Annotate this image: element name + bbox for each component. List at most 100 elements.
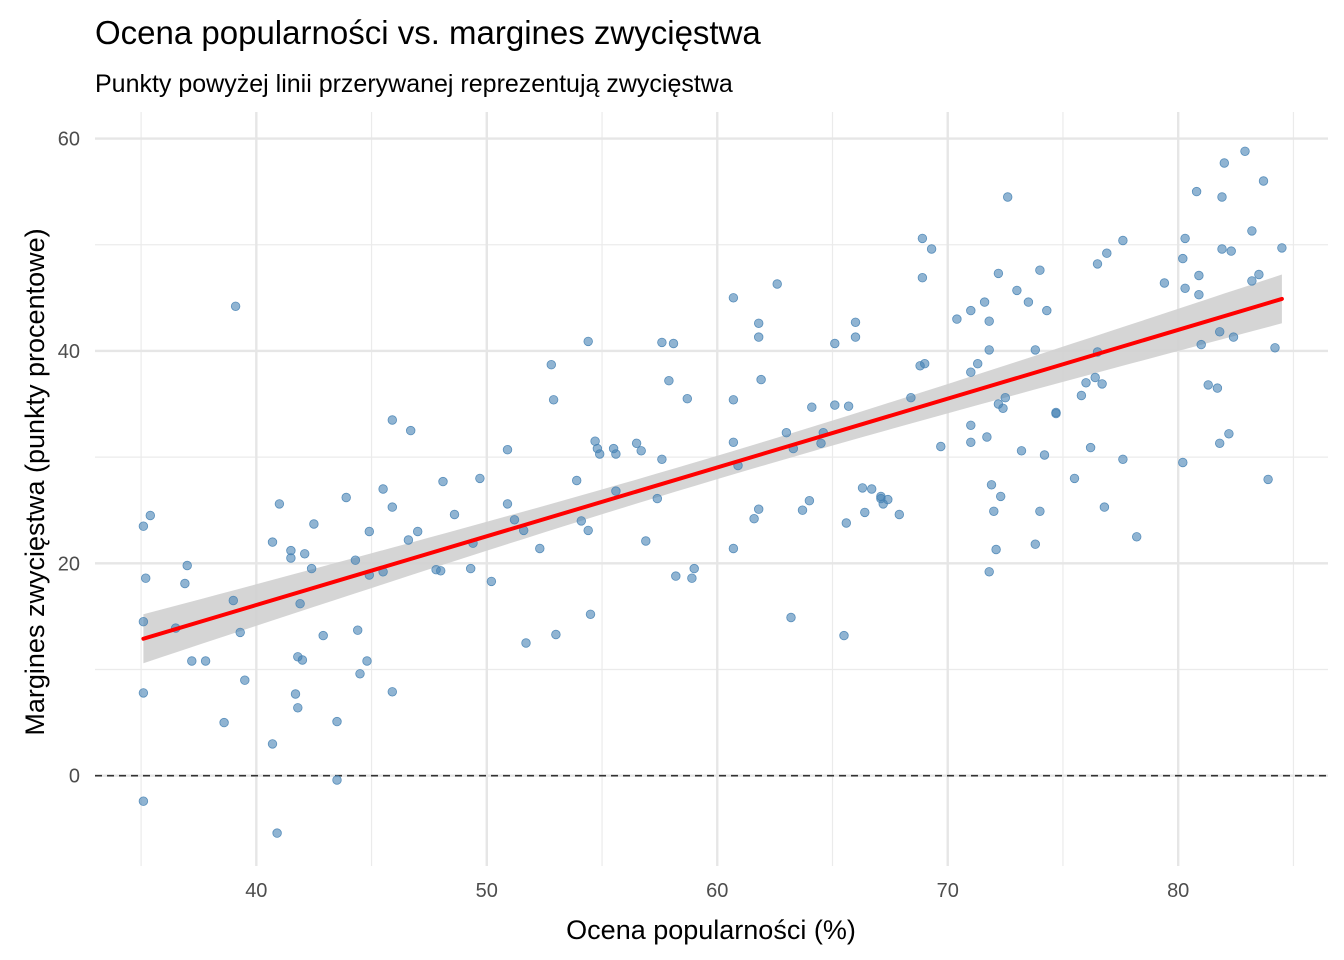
data-point xyxy=(754,504,764,514)
data-point xyxy=(228,595,239,606)
data-point xyxy=(362,656,372,666)
data-point xyxy=(998,403,1008,414)
data-point xyxy=(982,432,992,442)
data-point xyxy=(306,563,317,574)
data-point xyxy=(611,449,621,459)
data-point xyxy=(1270,343,1280,353)
data-point xyxy=(1012,285,1022,296)
data-point xyxy=(989,506,999,517)
data-point xyxy=(984,316,994,326)
data-point xyxy=(816,438,826,449)
y-axis-title: Margines zwycięstwa (punkty procentowe) xyxy=(20,228,50,735)
data-point xyxy=(364,526,375,537)
x-tick-label: 80 xyxy=(1167,880,1189,902)
data-point xyxy=(850,317,861,328)
data-point xyxy=(728,293,739,303)
data-point xyxy=(867,484,877,494)
data-point xyxy=(293,703,303,713)
data-point xyxy=(140,573,151,583)
data-point xyxy=(1214,438,1225,449)
data-point xyxy=(841,518,852,528)
data-point xyxy=(728,437,739,448)
data-point xyxy=(664,376,674,386)
data-point xyxy=(595,449,605,459)
x-tick-label: 40 xyxy=(245,880,267,902)
data-point xyxy=(894,509,905,520)
x-tick-label: 60 xyxy=(706,880,728,902)
data-point xyxy=(466,563,476,574)
data-point xyxy=(756,374,766,385)
data-point xyxy=(1039,450,1050,460)
data-point xyxy=(187,656,197,666)
data-point xyxy=(272,828,282,838)
data-point xyxy=(535,543,545,554)
data-point xyxy=(1228,332,1239,342)
data-point xyxy=(576,516,587,526)
data-point xyxy=(1076,390,1087,401)
data-point xyxy=(636,446,646,456)
data-point xyxy=(917,233,928,244)
y-tick-label: 40 xyxy=(58,341,80,363)
data-point xyxy=(671,571,681,581)
data-point xyxy=(355,669,365,679)
data-point xyxy=(1118,235,1128,246)
data-point xyxy=(1240,146,1250,157)
data-point xyxy=(749,514,759,524)
data-point xyxy=(689,563,699,574)
data-point xyxy=(300,549,310,559)
data-point xyxy=(1247,226,1257,236)
data-point xyxy=(1263,474,1273,485)
data-point xyxy=(267,739,278,749)
data-point xyxy=(1258,176,1269,186)
data-point xyxy=(830,400,840,410)
y-tick-label: 0 xyxy=(69,766,80,788)
data-point xyxy=(966,437,976,448)
data-point xyxy=(583,336,593,347)
data-point xyxy=(1099,502,1110,512)
data-point xyxy=(839,630,849,641)
data-point xyxy=(1118,454,1128,465)
data-point xyxy=(657,454,667,465)
data-point xyxy=(449,509,460,520)
data-point xyxy=(290,689,301,699)
data-point xyxy=(546,360,557,370)
data-point xyxy=(240,675,250,685)
data-point xyxy=(786,612,796,623)
data-point xyxy=(1277,243,1287,253)
y-tick-label: 20 xyxy=(58,553,80,575)
data-point xyxy=(1092,259,1103,269)
data-point xyxy=(387,415,398,425)
data-point xyxy=(966,367,976,377)
data-point xyxy=(1051,408,1061,419)
data-point xyxy=(350,555,361,565)
data-point xyxy=(1000,393,1011,403)
data-point xyxy=(804,496,815,506)
data-point xyxy=(860,507,870,518)
data-point xyxy=(973,359,983,369)
data-point xyxy=(906,393,916,403)
data-point xyxy=(1217,192,1227,202)
data-point xyxy=(1069,473,1080,484)
data-point xyxy=(1159,278,1170,288)
data-point xyxy=(502,445,513,455)
data-point xyxy=(145,510,156,521)
chart-title: Ocena popularności vs. margines zwycięst… xyxy=(95,14,761,51)
data-point xyxy=(631,438,642,449)
data-point xyxy=(728,395,739,405)
data-point xyxy=(1180,283,1190,294)
data-point xyxy=(966,305,976,316)
data-point xyxy=(585,609,596,620)
data-point xyxy=(286,553,296,563)
data-point xyxy=(883,494,893,505)
trend-line xyxy=(141,296,1284,641)
data-point xyxy=(309,519,319,529)
data-point xyxy=(583,525,593,536)
data-point xyxy=(668,338,679,349)
data-point xyxy=(611,486,621,496)
data-point xyxy=(378,484,388,494)
data-point xyxy=(1090,372,1100,383)
data-point xyxy=(486,576,497,587)
data-point xyxy=(406,425,416,436)
data-point xyxy=(138,796,149,806)
x-axis-title: Ocena popularności (%) xyxy=(566,915,856,945)
